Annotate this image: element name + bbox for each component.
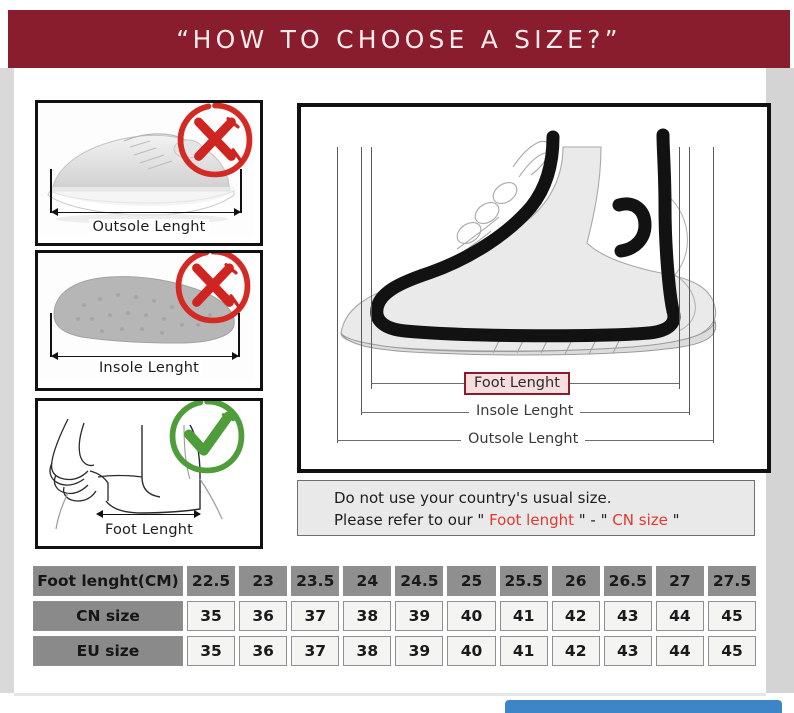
- check-icon-glyph: [169, 401, 245, 474]
- ref-line-insole-right: [689, 147, 691, 415]
- cell-eu-size: 45: [707, 636, 757, 666]
- panel-insole-wrong: Insole Lenght: [35, 250, 263, 391]
- panel-foot-correct: Foot Lenght: [35, 398, 263, 549]
- cell-foot-length: 26.5: [603, 566, 652, 596]
- cell-foot-length: 26: [551, 566, 600, 596]
- page-gutter-left: [0, 68, 14, 693]
- cell-foot-length: 25: [447, 566, 496, 596]
- measure-tick-right: [238, 313, 240, 357]
- panel-insole-label: Insole Lenght: [38, 360, 260, 376]
- cell-eu-size: 40: [447, 636, 496, 666]
- cell-eu-size: 44: [655, 636, 704, 666]
- cell-eu-size: 35: [187, 636, 236, 666]
- note-line-1: Do not use your country's usual size.: [334, 489, 612, 507]
- page-title: “HOW TO CHOOSE A SIZE?”: [176, 24, 622, 54]
- note-line-2-prefix: Please refer to our ": [334, 511, 490, 529]
- cell-cn-size: 39: [395, 601, 444, 631]
- main-measurement-diagram: Foot Lenght Insole Lenght Outsole Lenght: [297, 103, 771, 473]
- cell-eu-size: 42: [551, 636, 600, 666]
- cell-foot-length: 27.5: [707, 566, 757, 596]
- measure-arrow-right: [232, 352, 239, 360]
- header-banner: “HOW TO CHOOSE A SIZE?”: [8, 10, 790, 68]
- measure-arrow-left: [51, 208, 58, 216]
- cell-cn-size: 41: [499, 601, 548, 631]
- cell-eu-size: 43: [603, 636, 652, 666]
- measure-tick-right: [240, 169, 242, 213]
- panel-foot-label-text: Foot Lenght: [101, 522, 197, 538]
- measure-arrow-right: [194, 510, 201, 518]
- cell-cn-size: 45: [707, 601, 757, 631]
- cell-foot-length: 24.5: [395, 566, 444, 596]
- cell-cn-size: 35: [187, 601, 236, 631]
- note-line-2-mid: " - ": [574, 511, 613, 529]
- cell-foot-length: 23: [239, 566, 288, 596]
- foot-length-label: Foot Lenght: [464, 372, 570, 395]
- foot-in-shoe-illustration: [301, 107, 759, 461]
- panel-outsole-label: Outsole Lenght: [38, 219, 260, 235]
- cross-icon-glyph: [177, 103, 253, 178]
- measure-line: [98, 514, 200, 515]
- note-line-2-suffix: ": [667, 511, 680, 529]
- check-icon: [166, 401, 248, 477]
- row-header-foot-length: Foot lenght(CM): [33, 566, 183, 596]
- ref-line-foot-right: [679, 147, 681, 389]
- note-foot-lenght-term: Foot lenght: [489, 511, 574, 529]
- cell-foot-length: 27: [655, 566, 704, 596]
- cell-cn-size: 44: [655, 601, 704, 631]
- cross-icon-glyph: [175, 253, 251, 324]
- cell-cn-size: 40: [447, 601, 496, 631]
- table-row: Foot lenght(CM) 22.5 23 23.5 24 24.5 25 …: [33, 566, 760, 596]
- cell-eu-size: 36: [239, 636, 288, 666]
- cell-foot-length: 22.5: [187, 566, 236, 596]
- panel-outsole-label-text: Outsole Lenght: [89, 219, 209, 235]
- cell-foot-length: 25.5: [499, 566, 548, 596]
- measure-tick-left: [50, 169, 52, 213]
- ref-line-outsole-right: [713, 147, 715, 443]
- insole-length-label: Insole Lenght: [469, 403, 581, 419]
- cell-cn-size: 37: [291, 601, 340, 631]
- measure-arrow-left: [96, 510, 103, 518]
- row-header-eu-size: EU size: [33, 636, 183, 666]
- cell-eu-size: 37: [291, 636, 340, 666]
- cross-icon: [174, 103, 256, 181]
- cell-cn-size: 43: [603, 601, 652, 631]
- measure-tick-left: [50, 313, 52, 357]
- measure-line: [52, 356, 238, 357]
- diagram-canvas: Foot Lenght Insole Lenght Outsole Lenght: [301, 107, 767, 469]
- panel-foot-label: Foot Lenght: [38, 522, 260, 538]
- cell-foot-length: 24: [343, 566, 392, 596]
- cell-cn-size: 36: [239, 601, 288, 631]
- ref-line-insole-left: [361, 147, 363, 415]
- cell-eu-size: 41: [499, 636, 548, 666]
- note-cn-size-term: CN size: [612, 511, 668, 529]
- bottom-action-bar[interactable]: [505, 700, 782, 713]
- cell-foot-length: 23.5: [291, 566, 340, 596]
- cell-eu-size: 38: [343, 636, 392, 666]
- measure-arrow-left: [51, 352, 58, 360]
- note-box: Do not use your country's usual size. Pl…: [297, 480, 755, 536]
- ref-line-outsole-left: [337, 147, 339, 443]
- note-line-2: Please refer to our " Foot lenght " - " …: [334, 509, 754, 531]
- outsole-length-label: Outsole Lenght: [461, 431, 586, 447]
- table-row: EU size 35 36 37 38 39 40 41 42 43 44 45: [33, 636, 760, 666]
- row-header-cn-size: CN size: [33, 601, 183, 631]
- ref-line-foot-left: [371, 147, 373, 389]
- cell-eu-size: 39: [395, 636, 444, 666]
- measure-line: [52, 212, 240, 213]
- measure-arrow-right: [234, 208, 241, 216]
- page-bottom-edge: [14, 693, 766, 696]
- cross-icon: [172, 253, 254, 327]
- cell-cn-size: 42: [551, 601, 600, 631]
- cell-cn-size: 38: [343, 601, 392, 631]
- panel-outsole-wrong: Outsole Lenght: [35, 100, 263, 246]
- table-row: CN size 35 36 37 38 39 40 41 42 43 44 45: [33, 601, 760, 631]
- size-table: Foot lenght(CM) 22.5 23 23.5 24 24.5 25 …: [33, 566, 760, 671]
- panel-insole-label-text: Insole Lenght: [95, 360, 203, 376]
